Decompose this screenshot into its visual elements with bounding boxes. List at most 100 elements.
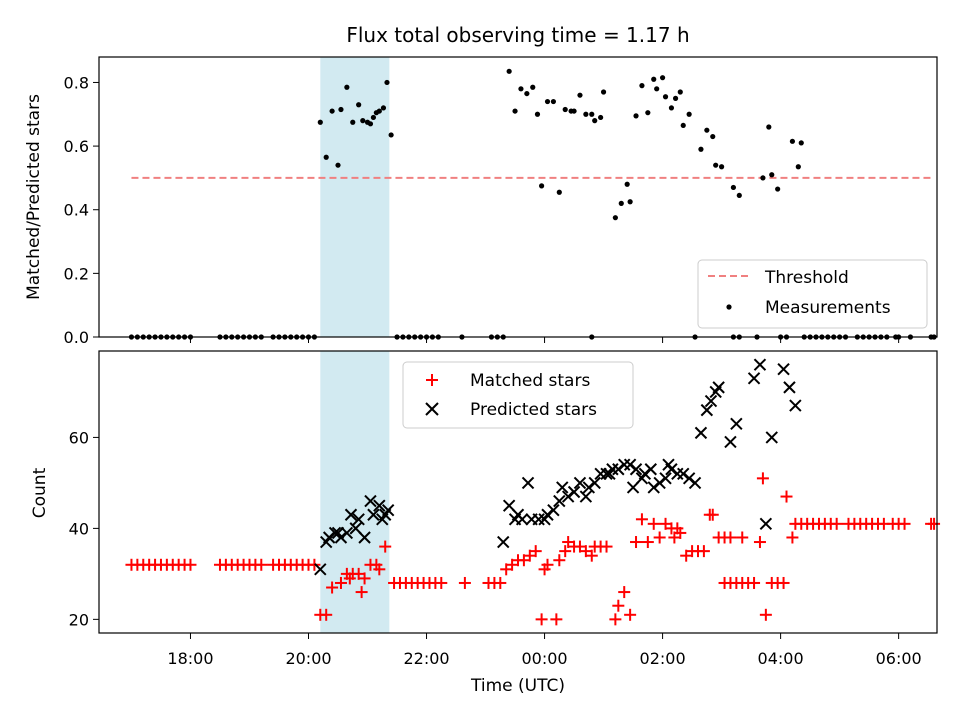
predicted-star-point [553, 494, 566, 508]
predicted-star-point [532, 513, 545, 526]
matched-star-point [550, 613, 563, 626]
bottom-panel: 18:00 20:00 22:00 00:00 02:00 04:00 06:00 20 40… [30, 350, 941, 696]
predicted-star-point [659, 472, 672, 485]
predicted-star-point [594, 467, 607, 481]
measurement-point [370, 114, 377, 121]
matched-star-point [255, 558, 268, 571]
measurement-point [600, 89, 607, 95]
measurement-point [677, 89, 683, 95]
observing-window-span [320, 351, 390, 633]
matched-star-point [830, 517, 843, 530]
measurement-point [651, 76, 657, 82]
measurement-point [556, 189, 562, 195]
predicted-star-point [629, 463, 643, 476]
predicted-star-point [765, 431, 778, 444]
matched-star-point [379, 540, 392, 553]
measurement-point [680, 122, 686, 129]
measurement-point [329, 108, 335, 114]
bottom-legend: Matched stars Predicted stars [402, 361, 634, 429]
matched-star-point [653, 531, 666, 544]
measurement-point [338, 106, 344, 113]
measurement-point [350, 119, 356, 125]
top-legend-threshold-label: Threshold [764, 268, 849, 288]
predicted-star-point [556, 481, 569, 494]
predicted-star-point [783, 381, 796, 394]
measurement-point [317, 119, 323, 125]
predicted-star-point [777, 362, 790, 376]
bottom-legend-frame [402, 361, 634, 429]
matched-star-point [184, 558, 197, 571]
matched-star-point [635, 513, 648, 526]
predicted-star-point [521, 476, 535, 490]
matched-star-point [736, 531, 749, 544]
measurement-point [736, 192, 742, 199]
measurement-point [344, 84, 350, 90]
matched-star-point [618, 586, 631, 599]
measurement-point [380, 105, 387, 111]
bottom-xtick-label: 04:00 [758, 649, 804, 668]
predicted-star-point [606, 463, 619, 476]
matched-star-point [928, 517, 941, 530]
matched-star-point [641, 536, 654, 549]
matched-star-point [786, 531, 799, 544]
predicted-star-point [644, 463, 657, 476]
matched-star-point [541, 558, 554, 571]
measurement-point [775, 186, 781, 192]
predicted-star-point [497, 535, 510, 549]
top-panel: 0.00.20.40.60.8 Matched/Predicted stars … [24, 56, 938, 347]
predicted-star-point [724, 435, 737, 449]
measurement-point [672, 95, 679, 101]
measurement-point [562, 106, 568, 113]
measurement-point [612, 215, 618, 221]
matched-star-point [706, 508, 719, 521]
measurement-point [583, 111, 589, 117]
measurement-point [713, 162, 719, 168]
predicted-star-point [364, 494, 377, 508]
predicted-star-point [789, 399, 802, 412]
matched-star-point [358, 572, 371, 585]
bottom-xtick-label: 00:00 [522, 649, 568, 668]
matched-star-point [759, 608, 772, 621]
predicted-star-point [671, 467, 684, 481]
top-legend-frame [697, 259, 928, 329]
measurement-point [704, 127, 710, 133]
predicted-star-point [344, 508, 358, 521]
measurement-point [618, 200, 624, 206]
top-legend: Threshold Measurements [697, 259, 928, 329]
observing-window-span [320, 57, 390, 337]
bottom-ytick-layer: 20 40 60 [69, 428, 99, 629]
measurement-point [571, 108, 577, 114]
predicted-star-point [340, 526, 354, 540]
matched-star-point [724, 531, 737, 544]
predicted-star-point [747, 372, 761, 385]
matched-star-point [630, 536, 643, 549]
bottom-highlight-layer [320, 351, 390, 633]
measurement-point [698, 146, 704, 152]
top-axes-frame [98, 56, 938, 338]
bottom-xtick-label: 22:00 [403, 649, 449, 668]
measurement-point [789, 138, 796, 144]
predicted-star-point [567, 485, 581, 499]
measurement-point [356, 102, 362, 108]
matched-star-point [647, 517, 660, 530]
top-ytick-label: 0.6 [64, 137, 89, 156]
matched-star-point [553, 554, 566, 567]
bottom-xtick-label: 18:00 [167, 649, 213, 668]
measurement-point [598, 114, 604, 121]
measurement-point [589, 111, 595, 117]
matched-star-point [334, 576, 347, 589]
predicted-star-point [352, 513, 365, 526]
measurement-point [384, 79, 390, 86]
top-legend-measurements-swatch [726, 304, 732, 310]
matched-star-point [612, 599, 625, 612]
measurement-point [798, 140, 804, 146]
measurement-point [577, 92, 583, 98]
top-ytick-label: 0.2 [64, 264, 89, 283]
matched-star-point [435, 576, 448, 589]
predicted-star-point [588, 476, 601, 490]
matched-star-point [320, 608, 333, 621]
predicted-star-point [700, 403, 714, 417]
predicted-star-point [753, 358, 767, 371]
predicted-star-point [547, 503, 560, 517]
measurement-point [530, 84, 536, 90]
